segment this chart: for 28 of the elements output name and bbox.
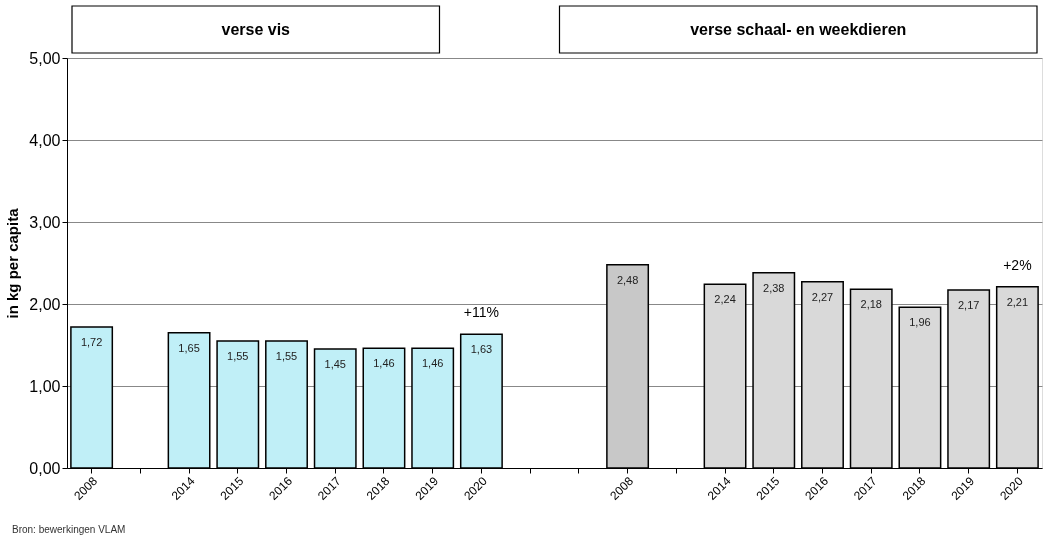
data-label: 2,21 [1006, 295, 1029, 308]
data-label: 1,72 [80, 335, 103, 348]
data-label: 2,18 [860, 298, 882, 311]
data-label: 2,27 [811, 290, 834, 303]
data-label: 1,55 [275, 349, 298, 362]
data-label: 1,65 [178, 341, 200, 354]
text: Bron: bewerkingen VLAM [12, 524, 126, 535]
text: verse vis [221, 21, 291, 38]
y-tick-label: 2,00 [29, 295, 61, 313]
data-label: 1,55 [227, 349, 249, 362]
y-axis-title: in kg per capita [4, 207, 22, 319]
data-label: 1,46 [421, 357, 444, 370]
y-tick-label: 5,00 [29, 49, 61, 67]
text: verse schaal- en weekdieren [690, 21, 907, 38]
data-label: 1,96 [909, 316, 931, 329]
data-label: 1,46 [373, 357, 395, 370]
data-label: 2,24 [714, 293, 736, 306]
data-label: 1,63 [470, 343, 493, 356]
y-tick-label: 0,00 [29, 459, 61, 477]
annotation: +11% [463, 304, 499, 321]
data-label: 1,45 [324, 358, 346, 371]
data-label: 2,17 [957, 299, 980, 312]
data-label: 2,48 [616, 273, 639, 286]
y-tick-label: 4,00 [29, 131, 61, 149]
annotation: +2% [1003, 256, 1032, 273]
y-tick-label: 1,00 [29, 377, 61, 395]
data-label: 2,38 [763, 281, 785, 294]
y-tick-label: 3,00 [29, 213, 61, 231]
